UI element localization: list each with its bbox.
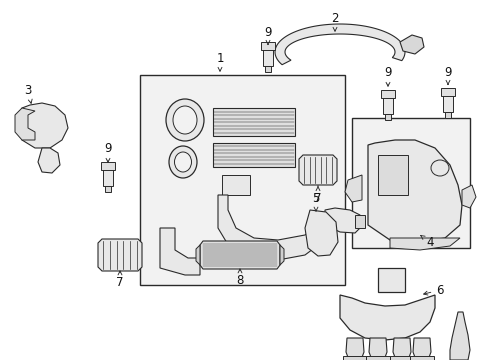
Polygon shape xyxy=(365,356,389,360)
Text: 9: 9 xyxy=(384,66,391,86)
Text: 2: 2 xyxy=(330,12,338,31)
Bar xyxy=(261,42,274,50)
Bar xyxy=(380,90,394,98)
Polygon shape xyxy=(346,338,363,360)
Bar xyxy=(384,114,390,120)
Polygon shape xyxy=(305,210,337,256)
Text: 7: 7 xyxy=(116,271,123,288)
Polygon shape xyxy=(368,338,386,360)
Bar xyxy=(440,88,454,96)
Ellipse shape xyxy=(430,160,448,176)
Ellipse shape xyxy=(174,152,191,172)
Polygon shape xyxy=(345,175,361,202)
Bar xyxy=(140,75,345,285)
Polygon shape xyxy=(354,215,364,228)
Polygon shape xyxy=(339,295,434,340)
Text: 7: 7 xyxy=(314,186,321,204)
Text: 6: 6 xyxy=(423,284,443,297)
Bar xyxy=(442,94,452,112)
Ellipse shape xyxy=(169,146,197,178)
Bar xyxy=(382,96,392,114)
Polygon shape xyxy=(342,356,366,360)
Polygon shape xyxy=(18,103,68,148)
Polygon shape xyxy=(38,148,60,173)
Polygon shape xyxy=(461,185,475,208)
Bar xyxy=(351,118,469,248)
Text: 4: 4 xyxy=(420,235,433,248)
Polygon shape xyxy=(218,195,334,260)
Text: 9: 9 xyxy=(264,26,271,44)
Polygon shape xyxy=(409,356,433,360)
Polygon shape xyxy=(160,228,200,275)
Text: 1: 1 xyxy=(216,51,224,71)
Bar xyxy=(213,143,294,167)
Bar xyxy=(213,108,294,136)
Polygon shape xyxy=(392,338,410,360)
Bar xyxy=(103,168,113,186)
Polygon shape xyxy=(98,239,142,271)
Polygon shape xyxy=(274,24,404,65)
Polygon shape xyxy=(200,241,280,269)
Polygon shape xyxy=(367,140,461,242)
Polygon shape xyxy=(389,238,459,250)
Ellipse shape xyxy=(165,99,203,141)
Polygon shape xyxy=(196,245,200,265)
Polygon shape xyxy=(298,155,336,185)
Text: 3: 3 xyxy=(24,84,32,103)
Ellipse shape xyxy=(173,106,197,134)
Text: 9: 9 xyxy=(443,66,451,84)
Bar xyxy=(263,48,272,66)
Polygon shape xyxy=(389,356,413,360)
Polygon shape xyxy=(449,312,469,360)
Polygon shape xyxy=(325,208,359,233)
Polygon shape xyxy=(412,338,430,360)
Polygon shape xyxy=(377,268,404,292)
Text: 5: 5 xyxy=(312,192,319,211)
Polygon shape xyxy=(15,108,35,140)
Polygon shape xyxy=(377,155,407,195)
Text: 9: 9 xyxy=(104,141,112,162)
Polygon shape xyxy=(280,245,284,265)
Bar xyxy=(264,66,270,72)
Polygon shape xyxy=(399,35,423,54)
Polygon shape xyxy=(222,175,249,195)
Text: 8: 8 xyxy=(236,269,243,287)
Bar xyxy=(105,186,111,192)
Bar xyxy=(101,162,115,170)
Bar xyxy=(444,112,450,118)
